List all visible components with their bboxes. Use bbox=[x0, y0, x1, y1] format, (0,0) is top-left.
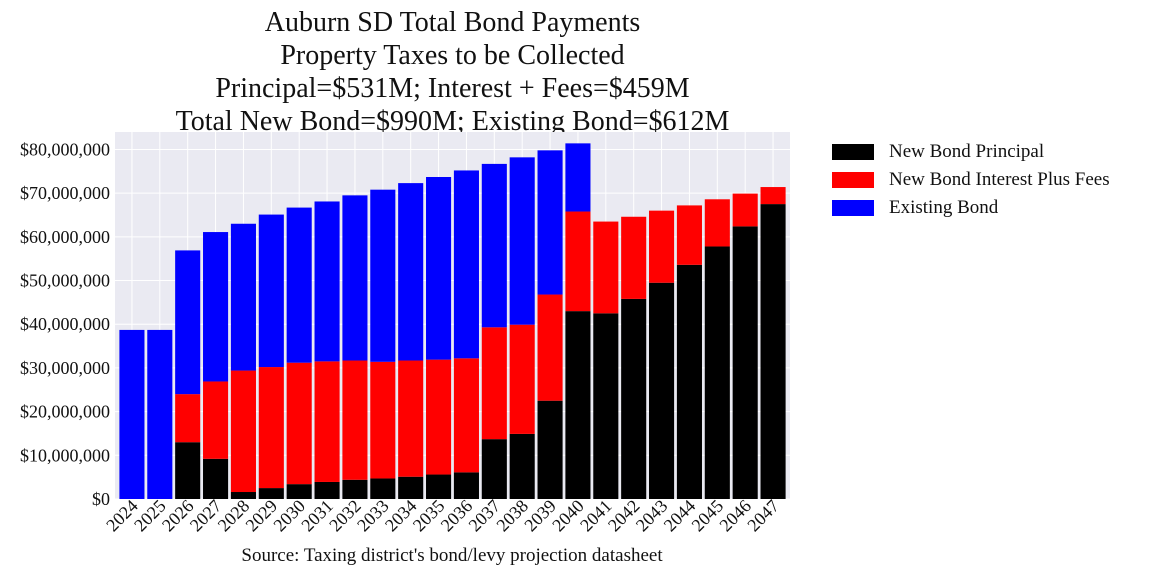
bar-principal-2041 bbox=[593, 313, 619, 499]
bar-principal-2029 bbox=[258, 488, 284, 499]
x-axis-label: Source: Taxing district's bond/levy proj… bbox=[241, 545, 663, 566]
bar-existing-2037 bbox=[481, 163, 507, 328]
bar-interest-2031 bbox=[314, 361, 340, 482]
bar-existing-2026 bbox=[175, 250, 201, 395]
bar-interest-2034 bbox=[398, 360, 424, 477]
bar-interest-2040 bbox=[565, 211, 591, 312]
bar-existing-2031 bbox=[314, 201, 340, 362]
bar-interest-2032 bbox=[342, 360, 368, 480]
bar-principal-2045 bbox=[704, 246, 730, 499]
bar-interest-2038 bbox=[509, 324, 535, 434]
bar-existing-2024 bbox=[119, 329, 145, 499]
bar-principal-2035 bbox=[426, 474, 452, 499]
bar-principal-2046 bbox=[732, 226, 758, 499]
bar-interest-2030 bbox=[286, 362, 312, 485]
bar-interest-2045 bbox=[704, 199, 730, 247]
bar-existing-2029 bbox=[258, 214, 284, 368]
bar-existing-2034 bbox=[398, 183, 424, 361]
y-tick-label: $60,000,000 bbox=[20, 227, 110, 247]
bar-interest-2036 bbox=[453, 358, 479, 473]
bar-interest-2035 bbox=[426, 359, 452, 475]
bar-existing-2025 bbox=[147, 329, 173, 499]
bar-interest-2037 bbox=[481, 327, 507, 440]
bar-principal-2027 bbox=[203, 458, 229, 499]
bar-principal-2026 bbox=[175, 442, 201, 499]
y-tick-label: $10,000,000 bbox=[20, 445, 110, 465]
bar-existing-2032 bbox=[342, 195, 368, 361]
bar-principal-2034 bbox=[398, 476, 424, 499]
title-line-3: Principal=$531M; Interest + Fees=$459M bbox=[215, 73, 690, 104]
bar-principal-2036 bbox=[453, 472, 479, 499]
bar-interest-2028 bbox=[230, 370, 256, 493]
y-tick-label: $80,000,000 bbox=[20, 139, 110, 159]
bar-principal-2033 bbox=[370, 478, 396, 499]
y-tick-label: $0 bbox=[92, 489, 110, 509]
bar-interest-2033 bbox=[370, 361, 396, 479]
bar-principal-2030 bbox=[286, 484, 312, 499]
y-tick-label: $20,000,000 bbox=[20, 402, 110, 422]
bars bbox=[119, 143, 786, 499]
bar-principal-2028 bbox=[230, 492, 256, 499]
bar-existing-2038 bbox=[509, 157, 535, 325]
title-line-4: Total New Bond=$990M; Existing Bond=$612… bbox=[175, 106, 730, 137]
legend-item-existing: Existing Bond bbox=[832, 194, 1110, 222]
legend-label-interest: New Bond Interest Plus Fees bbox=[889, 169, 1110, 190]
bar-existing-2035 bbox=[426, 177, 452, 360]
bar-principal-2043 bbox=[649, 282, 675, 499]
x-axis-ticks: 2024202520262027202820292030203120322033… bbox=[102, 496, 783, 536]
chart-title: Auburn SD Total Bond Payments Property T… bbox=[115, 6, 790, 138]
title-line-1: Auburn SD Total Bond Payments bbox=[264, 7, 641, 38]
y-tick-label: $30,000,000 bbox=[20, 358, 110, 378]
y-tick-label: $50,000,000 bbox=[20, 271, 110, 291]
bar-interest-2047 bbox=[760, 187, 786, 205]
bar-principal-2040 bbox=[565, 311, 591, 499]
bar-interest-2029 bbox=[258, 367, 284, 489]
legend: New Bond Principal New Bond Interest Plu… bbox=[832, 138, 1110, 222]
bar-interest-2039 bbox=[537, 294, 563, 401]
bar-interest-2026 bbox=[175, 394, 201, 443]
bar-principal-2037 bbox=[481, 439, 507, 499]
bar-interest-2027 bbox=[203, 381, 229, 459]
bar-existing-2040 bbox=[565, 143, 591, 212]
legend-label-principal: New Bond Principal bbox=[889, 141, 1045, 162]
legend-swatch-principal bbox=[832, 144, 874, 160]
bar-existing-2027 bbox=[203, 232, 229, 382]
x-tick-label: 2047 bbox=[743, 496, 783, 536]
bar-principal-2032 bbox=[342, 479, 368, 499]
bar-principal-2042 bbox=[621, 298, 647, 499]
bar-principal-2031 bbox=[314, 481, 340, 499]
bar-existing-2033 bbox=[370, 189, 396, 362]
legend-item-principal: New Bond Principal bbox=[832, 138, 1110, 166]
bar-interest-2046 bbox=[732, 193, 758, 227]
y-tick-label: $70,000,000 bbox=[20, 183, 110, 203]
bar-interest-2041 bbox=[593, 221, 619, 314]
bar-principal-2044 bbox=[676, 264, 702, 499]
legend-item-interest: New Bond Interest Plus Fees bbox=[832, 166, 1110, 194]
bar-existing-2036 bbox=[453, 170, 479, 359]
bar-principal-2039 bbox=[537, 400, 563, 499]
bar-existing-2028 bbox=[230, 223, 256, 371]
bar-interest-2044 bbox=[676, 205, 702, 265]
y-tick-label: $40,000,000 bbox=[20, 314, 110, 334]
bar-existing-2030 bbox=[286, 207, 312, 363]
bar-interest-2043 bbox=[649, 210, 675, 283]
title-line-2: Property Taxes to be Collected bbox=[280, 40, 625, 71]
legend-label-existing: Existing Bond bbox=[889, 197, 999, 218]
bar-existing-2039 bbox=[537, 150, 563, 295]
y-axis-ticks: $0 $10,000,000 $20,000,000 $30,000,000 $40,0… bbox=[20, 139, 110, 509]
bar-interest-2042 bbox=[621, 216, 647, 299]
legend-swatch-interest bbox=[832, 172, 874, 188]
bar-principal-2047 bbox=[760, 204, 786, 499]
bar-principal-2038 bbox=[509, 433, 535, 499]
legend-swatch-existing bbox=[832, 200, 874, 216]
